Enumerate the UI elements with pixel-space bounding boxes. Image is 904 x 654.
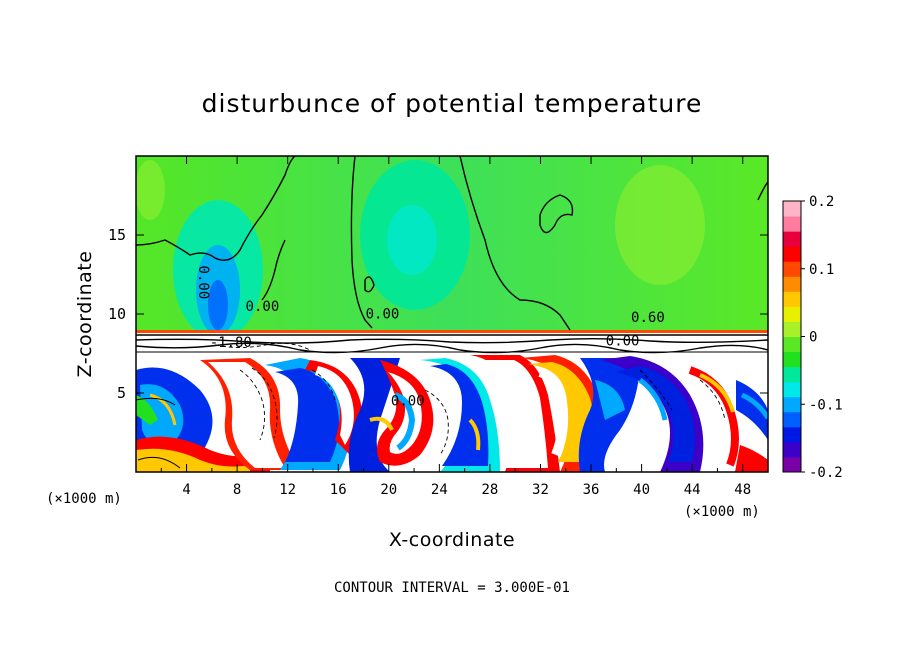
colorbar-tick-label: -0.1 [809,397,843,413]
colorbar-swatch [783,366,801,383]
x-unit-label-left: (×1000 m) [46,491,122,507]
x-tick-label: 48 [734,482,751,498]
colorbar-swatch [783,231,801,247]
colorbar-swatch [783,411,801,428]
colorbar-swatch [783,336,801,353]
colorbar-swatch [783,456,801,473]
colorbar-swatch [783,441,801,458]
inversion-band [136,330,768,333]
cool-anomaly-center-core [387,205,437,275]
colorbar-swatch [783,291,801,307]
contour-label: -1.80 [210,335,252,351]
colorbar-ticks: 0.2 0.1 0 -0.1 -0.2 [801,194,843,481]
x-tick-label: 8 [233,482,241,498]
x-tick-label: 16 [330,482,347,498]
y-axis-ticks: 5 10 15 [108,226,768,402]
warm-anomaly-right [615,165,705,285]
dashed-contours [214,342,726,456]
contour-label: 0.00 [366,307,400,323]
y-tick-label: 5 [117,384,126,402]
y-axis-label: Z-coordinate [74,251,96,378]
y-tick-label: 10 [108,305,126,323]
contour-label: 0.00 [606,334,640,350]
contour-lines [136,156,768,469]
x-axis-label: X-coordinate [389,529,515,551]
warm-anomaly-topleft [136,160,165,220]
contour-interval-note: CONTOUR INTERVAL = 3.000E-01 [334,580,570,596]
x-axis-ticks: 4 8 12 16 20 24 28 32 36 40 44 48 [160,156,751,498]
colorbar-swatch [783,216,801,232]
colorbar-tick-label: -0.2 [809,465,843,481]
contour-label: 0.60 [631,310,665,326]
colorbar-swatch [783,276,801,292]
x-tick-label: 36 [583,482,600,498]
colorbar-tick-label: 0 [809,330,817,346]
contour-label: 0.00 [391,394,425,410]
cool-anomaly-left-inner [208,280,228,330]
x-tick-label: 4 [182,482,190,498]
chart-title: disturbunce of potential temperature [202,89,703,118]
colorbar-swatch [783,201,801,217]
x-tick-label: 32 [532,482,549,498]
x-tick-label: 12 [279,482,296,498]
colorbar-tick-label: 0.1 [809,262,834,278]
x-unit-label-right: (×1000 m) [684,504,760,520]
colorbar-swatch [783,246,801,262]
contour-label: 0.00 [246,299,280,315]
colorbar-swatch [783,351,801,368]
colorbar-swatch [783,321,801,337]
colorbar [783,201,801,473]
turbulent-eddies [136,355,768,472]
plot-area [136,156,768,472]
x-tick-label: 44 [684,482,701,498]
contour-labels: 0.00 0.00 0.00 -1.80 0.60 0.00 0.00 [195,266,665,410]
colorbar-swatch [783,381,801,398]
colorbar-swatch [783,426,801,443]
colorbar-tick-label: 0.2 [809,194,834,210]
colorbar-swatch [783,396,801,413]
x-tick-label: 24 [431,482,448,498]
colorbar-swatch [783,261,801,277]
colorbar-swatch [783,306,801,322]
x-tick-label: 20 [380,482,397,498]
x-tick-label: 40 [633,482,650,498]
y-tick-label: 15 [108,226,126,244]
contour-label: 0.00 [195,266,211,300]
x-tick-label: 28 [481,482,498,498]
